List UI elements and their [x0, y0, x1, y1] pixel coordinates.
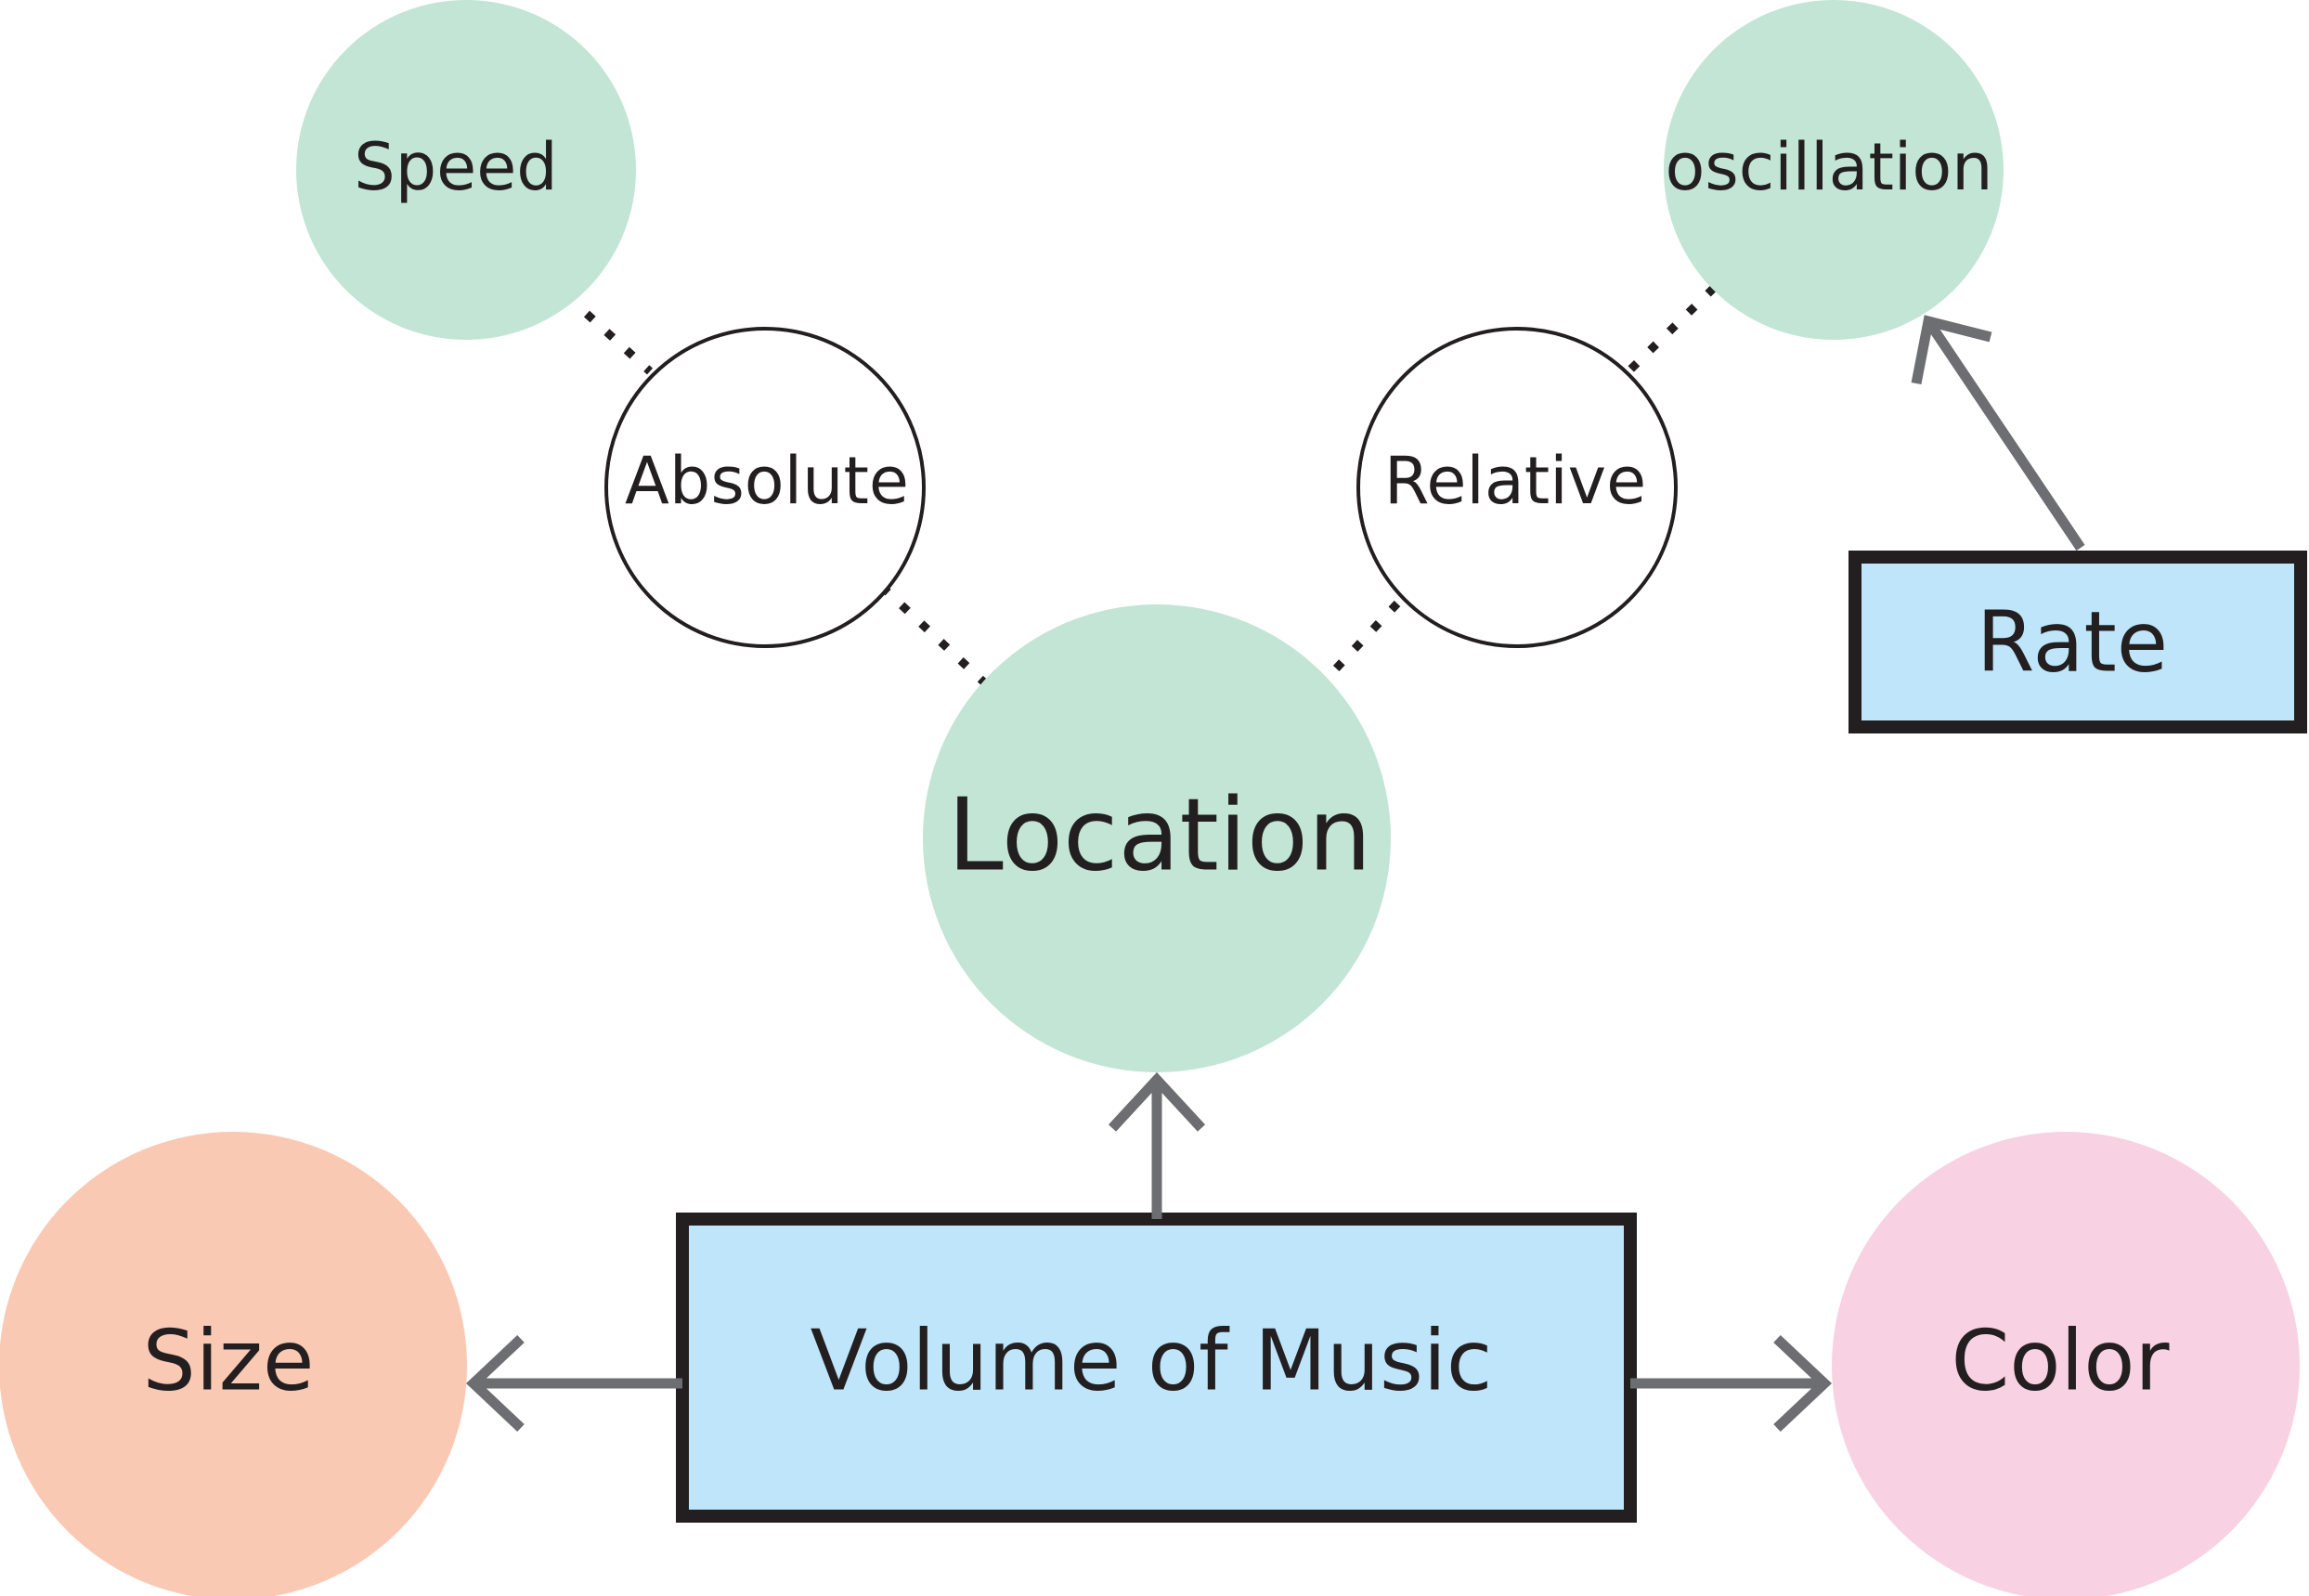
node-rate	[1848, 551, 2307, 733]
label-absolute: Absolute	[625, 443, 909, 519]
edge-absolute-location	[878, 583, 988, 686]
node-relative	[1356, 327, 1678, 648]
label-speed: Speed	[354, 129, 557, 205]
label-oscillation: oscillation	[1665, 129, 1992, 205]
node-size	[0, 1132, 467, 1596]
edge-speed-absolute	[583, 310, 654, 375]
label-location: Location	[948, 778, 1372, 894]
edge-oscillation-relative	[1621, 284, 1718, 379]
edge-volume-size	[465, 1334, 682, 1433]
label-size: Size	[143, 1313, 315, 1410]
label-volume: Volume of Music	[811, 1313, 1493, 1410]
node-volume	[676, 1213, 1637, 1523]
label-relative: Relative	[1384, 443, 1646, 519]
node-speed	[296, 0, 636, 340]
edge-rate-oscillation	[1911, 315, 2085, 551]
label-rate: Rate	[1977, 594, 2168, 692]
node-absolute	[604, 327, 926, 648]
label-color: Color	[1952, 1313, 2170, 1410]
edge-volume-color	[1630, 1334, 1833, 1433]
edge-relative-location	[1319, 600, 1401, 686]
node-color	[1832, 1132, 2300, 1596]
edge-volume-location	[1108, 1071, 1206, 1219]
node-location	[923, 604, 1391, 1072]
node-oscillation	[1664, 0, 2004, 340]
